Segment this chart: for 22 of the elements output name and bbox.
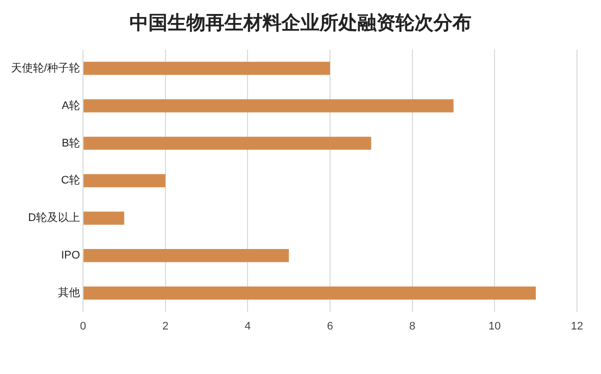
bar (84, 99, 454, 112)
y-tick-label: C轮 (61, 174, 80, 187)
bar (84, 212, 124, 225)
chart-title: 中国生物再生材料企业所处融资轮次分布 (128, 11, 472, 36)
y-tick-label: B轮 (62, 137, 80, 150)
y-tick-label: 天使轮/种子轮 (10, 61, 80, 74)
y-tick-label: 其他 (58, 286, 80, 300)
y-tick-label: D轮及以上 (28, 211, 80, 224)
x-tick-label: 8 (409, 320, 416, 332)
x-tick-label: 6 (326, 320, 334, 332)
y-tick-label: A轮 (62, 100, 80, 112)
bar (84, 286, 536, 300)
bar (84, 136, 372, 150)
y-tick-label: IPO (61, 250, 80, 262)
bar (84, 174, 166, 188)
x-tick-label: 12 (570, 320, 584, 332)
x-tick-label: 10 (488, 320, 501, 332)
x-tick-label: 0 (80, 320, 86, 332)
bar (84, 62, 330, 75)
x-tick-label: 4 (244, 320, 251, 332)
x-tick-label: 2 (162, 320, 168, 332)
bar (84, 249, 289, 262)
